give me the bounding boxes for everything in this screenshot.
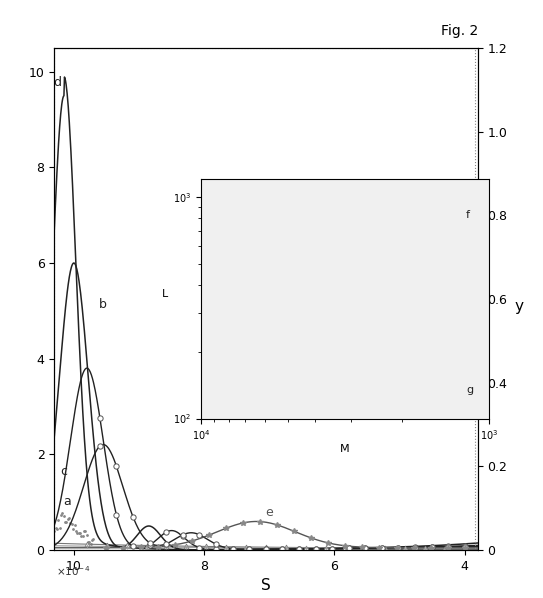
Text: g: g: [466, 385, 473, 395]
X-axis label: S: S: [261, 578, 271, 593]
Text: e: e: [266, 506, 273, 518]
Text: c: c: [61, 465, 67, 478]
Text: Fig. 2: Fig. 2: [440, 24, 478, 38]
Text: f: f: [466, 210, 470, 221]
Text: b: b: [99, 298, 107, 311]
X-axis label: M: M: [340, 444, 350, 453]
Text: $\times 10^{-4}$: $\times 10^{-4}$: [55, 565, 90, 578]
Y-axis label: L: L: [161, 289, 168, 299]
Y-axis label: y: y: [514, 299, 523, 314]
Text: a: a: [64, 495, 71, 508]
Text: d: d: [54, 76, 61, 89]
